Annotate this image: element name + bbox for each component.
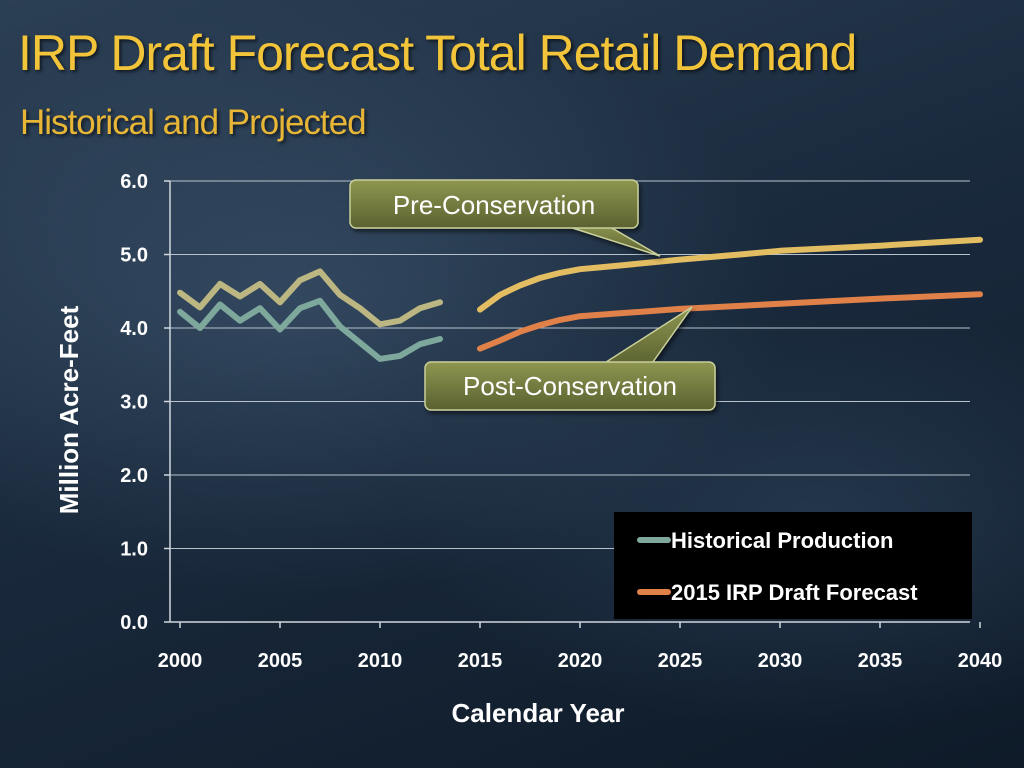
- x-tick-label: 2010: [358, 650, 403, 672]
- x-tick-label: 2035: [858, 650, 903, 672]
- y-tick-label: 5.0: [120, 245, 148, 267]
- legend-label-historical: Historical Production: [671, 528, 893, 553]
- axes: [164, 180, 981, 628]
- pre-conservation-callout: [349, 179, 661, 257]
- post-conservation-label: Post-Conservation: [463, 371, 677, 401]
- y-tick-label: 0.0: [120, 612, 148, 634]
- series-line-forecast-pre-conservation: [477, 236, 983, 313]
- y-axis-title: Million Acre-Feet: [54, 305, 84, 514]
- pre-callout-box: [349, 179, 639, 229]
- x-tick-label: 2015: [458, 650, 503, 672]
- pre-conservation-label: Pre-Conservation: [393, 190, 595, 220]
- series-line-historical-post-conservation: [177, 297, 443, 362]
- x-tick-label: 2005: [258, 650, 303, 672]
- data-series: [177, 236, 983, 362]
- legend-label-forecast: 2015 IRP Draft Forecast: [671, 580, 918, 605]
- y-tick-label: 2.0: [120, 465, 148, 487]
- x-tick-label: 2030: [758, 650, 803, 672]
- x-tick-labels: 2000 2005 2010 2015 2020 2025 2030 2035 2040: [158, 650, 1003, 672]
- post-conservation-callout: [424, 306, 716, 411]
- x-tick-label: 2025: [658, 650, 703, 672]
- legend-box: [614, 512, 972, 619]
- x-tick-label: 2000: [158, 650, 203, 672]
- y-tick-label: 3.0: [120, 392, 148, 414]
- pre-callout-pointer: [559, 223, 661, 257]
- slide-subtitle: Historical and Projected: [20, 103, 367, 142]
- x-axis-title: Calendar Year: [452, 698, 625, 728]
- y-tick-label: 4.0: [120, 318, 148, 340]
- series-line-forecast-post-conservation: [477, 291, 983, 352]
- x-tick-label: 2040: [958, 650, 1003, 672]
- x-tick-label: 2020: [558, 650, 603, 672]
- legend: Historical Production 2015 IRP Draft For…: [614, 512, 972, 619]
- y-tick-label: 6.0: [120, 171, 148, 193]
- post-callout-box: [424, 361, 716, 411]
- slide-title: IRP Draft Forecast Total Retail Demand: [18, 25, 857, 81]
- series-line-historical-pre-conservation: [177, 268, 443, 328]
- y-tick-label: 1.0: [120, 539, 148, 561]
- y-tick-labels: 0.0 1.0 2.0 3.0 4.0 5.0 6.0: [120, 171, 148, 634]
